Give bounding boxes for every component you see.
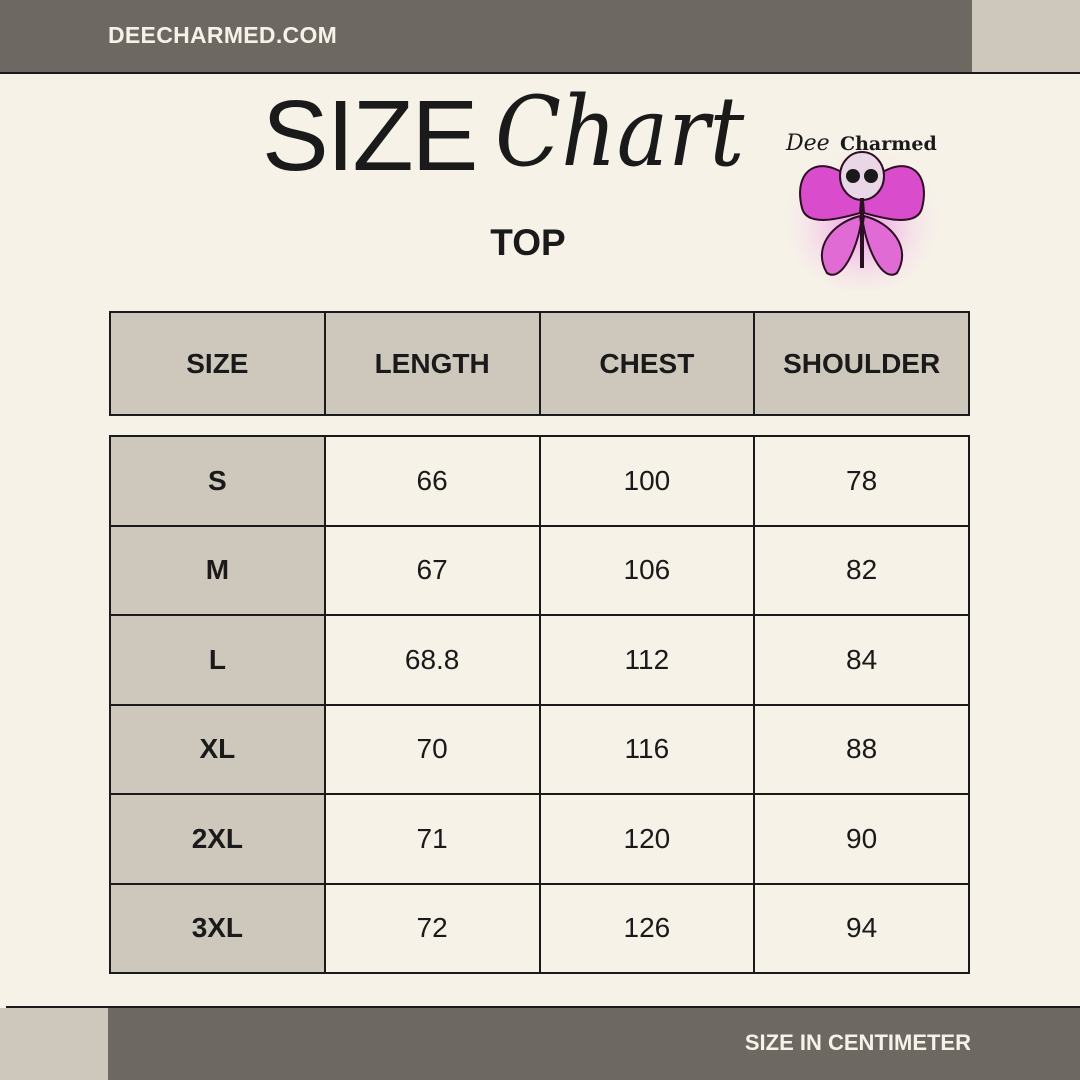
subtitle-top: TOP (490, 222, 566, 263)
size-table-body: S 66 100 78 M 67 106 82 L 68.8 112 84 XL 70 116 88 2XL 71… (109, 435, 970, 974)
measurement-cell: 72 (323, 882, 541, 974)
measurement-cell: 106 (538, 524, 756, 616)
column-header-chest: CHEST (538, 311, 756, 416)
measurement-cell: 126 (538, 882, 756, 974)
table-row: L 68.8 112 84 (109, 614, 970, 706)
measurement-cell: 88 (753, 703, 970, 795)
measurement-cell: 66 (323, 435, 541, 527)
bottom-banner (108, 1008, 1080, 1080)
column-header-shoulder: SHOULDER (753, 311, 970, 416)
bottom-corner-block (0, 1008, 108, 1080)
top-banner (0, 0, 972, 72)
size-table-header: SIZE LENGTH CHEST SHOULDER (109, 311, 970, 416)
measurement-cell: 82 (753, 524, 970, 616)
site-name: DEECHARMED.COM (108, 22, 338, 48)
unit-note: SIZE IN CENTIMETER (744, 1030, 971, 1055)
size-label-cell: XL (109, 703, 326, 795)
measurement-cell: 90 (753, 793, 970, 885)
dee-charmed-logo: Dee Charmed (784, 131, 940, 290)
title-size: SIZE (262, 80, 478, 192)
size-label-cell: L (109, 614, 326, 706)
logo-text: Dee (785, 131, 830, 156)
table-row: XL 70 116 88 (109, 703, 970, 795)
measurement-cell: 94 (753, 882, 970, 974)
measurement-cell: 78 (753, 435, 970, 527)
table-row: S 66 100 78 (109, 435, 970, 527)
measurement-cell: 116 (538, 703, 756, 795)
bottom-divider (6, 1006, 1080, 1008)
measurement-cell: 67 (323, 524, 541, 616)
table-row: 3XL 72 126 94 (109, 882, 970, 974)
top-divider (0, 72, 1080, 74)
table-row: 2XL 71 120 90 (109, 793, 970, 885)
size-label-cell: M (109, 524, 326, 616)
size-label-cell: S (109, 435, 326, 527)
measurement-cell: 70 (323, 703, 541, 795)
measurement-cell: 68.8 (323, 614, 541, 706)
top-corner-block (972, 0, 1080, 72)
measurement-cell: 71 (323, 793, 541, 885)
title-chart-script: Chart (495, 76, 745, 188)
size-label-cell: 3XL (109, 882, 326, 974)
measurement-cell: 112 (538, 614, 756, 706)
measurement-cell: 120 (538, 793, 756, 885)
column-header-size: SIZE (109, 311, 326, 416)
measurement-cell: 100 (538, 435, 756, 527)
size-label-cell: 2XL (109, 793, 326, 885)
measurement-cell: 84 (753, 614, 970, 706)
svg-text:Charmed: Charmed (840, 133, 937, 155)
column-header-length: LENGTH (323, 311, 541, 416)
table-row: M 67 106 82 (109, 524, 970, 616)
